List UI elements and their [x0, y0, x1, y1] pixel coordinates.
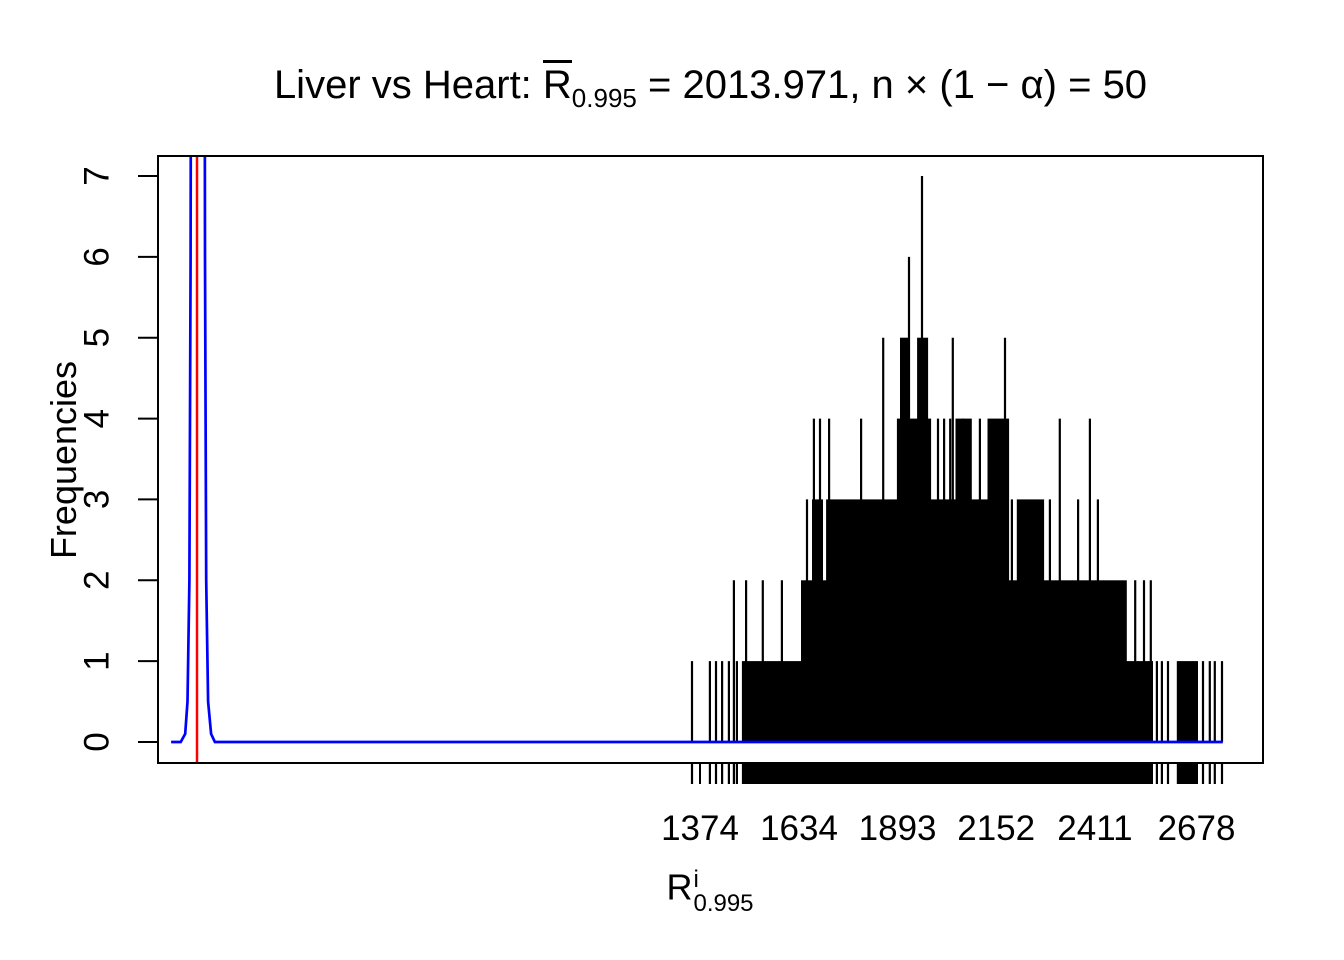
y-tick-label: 7 [78, 166, 117, 185]
x-label-subscript: 0.995 [693, 890, 754, 917]
title-equals: = [636, 63, 683, 107]
x-axis: 1374 1634 1893 2152 2411 2678 [661, 764, 1235, 848]
spike-band [1016, 499, 1045, 742]
rug-band [1016, 764, 1045, 784]
spike-band [900, 337, 909, 742]
title-middle: , n × (1 − α) = [849, 63, 1103, 107]
x-tick-label: 2678 [1158, 809, 1236, 848]
spike-band [812, 499, 823, 742]
title-r-bar-symbol: R [542, 60, 572, 106]
x-label-supsub: i 0.995 [693, 868, 753, 916]
x-tick-label: 2152 [957, 809, 1035, 848]
y-tick-label: 6 [78, 247, 117, 266]
chart-title: Liver vs Heart: R0.995 = 2013.971, n × (… [158, 60, 1263, 114]
title-prefix: Liver vs Heart: [273, 63, 543, 107]
y-tick-label: 4 [78, 409, 117, 428]
density-curve [171, 156, 1223, 744]
y-axis: 0 1 2 3 4 5 6 7 [78, 166, 158, 752]
title-mean-value: 2013.971 [682, 63, 850, 107]
rug-layer [690, 764, 1224, 784]
y-tick-label: 5 [78, 328, 117, 347]
title-r-subscript: 0.995 [571, 83, 637, 113]
rug-band [1176, 764, 1198, 784]
title-n-value: 50 [1102, 63, 1148, 107]
y-tick-label: 1 [78, 651, 117, 670]
x-label-superscript: i [693, 866, 699, 893]
y-tick-label: 3 [78, 490, 117, 509]
y-tick-label: 2 [78, 571, 117, 590]
x-tick-label: 1893 [859, 809, 937, 848]
x-tick-label: 1374 [661, 809, 739, 848]
rug-band [987, 764, 1010, 784]
x-tick-label: 2411 [1057, 809, 1132, 848]
x-label-base: R [666, 866, 693, 908]
spike-band [987, 418, 1010, 742]
spike-layer [690, 176, 1224, 742]
rug-band [812, 764, 823, 784]
y-tick-label: 0 [78, 732, 117, 751]
spike-band [1176, 661, 1198, 742]
plot-box [157, 155, 1264, 764]
rug-band [900, 764, 909, 784]
y-axis-label: Frequencies [43, 360, 84, 560]
x-tick-label: 1634 [760, 809, 838, 848]
